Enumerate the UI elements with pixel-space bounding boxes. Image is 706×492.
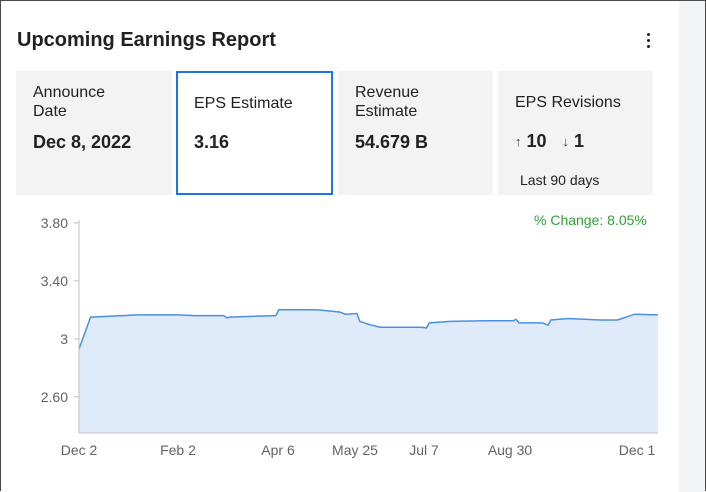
revisions-down-count: 1 xyxy=(574,131,585,151)
x-tick-label: Aug 30 xyxy=(488,442,533,458)
x-tick-label: Feb 2 xyxy=(160,442,196,458)
revenue-estimate-label-line1: Revenue xyxy=(355,84,420,101)
y-tick-label: 3.80 xyxy=(41,215,68,231)
announce-date-label-line1: Announce xyxy=(33,84,106,101)
arrow-up-icon: ↑ xyxy=(515,134,522,149)
more-options-icon[interactable] xyxy=(638,28,658,52)
eps-revisions-counts: ↑ 10 ↓ 1 xyxy=(515,131,584,152)
revisions-period: Last 90 days xyxy=(520,172,600,188)
revenue-estimate-label-line2: Estimate xyxy=(355,103,418,120)
x-tick-label: Jul 7 xyxy=(409,442,439,458)
y-tick-label: 3.40 xyxy=(41,273,68,289)
x-tick-label: Apr 6 xyxy=(261,442,295,458)
side-panel xyxy=(679,1,705,492)
x-tick-label: May 25 xyxy=(332,442,378,458)
revenue-estimate-value: 54.679 B xyxy=(355,132,429,152)
widget-title: Upcoming Earnings Report xyxy=(17,29,276,51)
chart-series-line xyxy=(78,309,659,350)
eps-estimate-card[interactable]: EPS Estimate 3.16 xyxy=(176,71,333,195)
arrow-down-icon: ↓ xyxy=(562,134,570,149)
announce-date-label-line2: Date xyxy=(33,103,67,120)
eps-estimate-value: 3.16 xyxy=(194,132,230,152)
chart-area-fill xyxy=(79,309,658,433)
revisions-up-count: 10 xyxy=(526,131,547,151)
announce-date-value: Dec 8, 2022 xyxy=(33,132,132,152)
x-tick-label: Dec 1 xyxy=(619,442,656,458)
y-tick-label: 2.60 xyxy=(41,389,68,405)
percent-change: % Change: 8.05% xyxy=(534,212,647,228)
eps-revisions-label: EPS Revisions xyxy=(515,94,621,111)
eps-revisions-card[interactable]: EPS Revisions ↑ 10 ↓ 1 Last 90 days xyxy=(498,71,653,195)
eps-estimate-label: EPS Estimate xyxy=(194,95,293,112)
eps-estimate-chart: 3.80 3.40 3 2.60 Dec 2 Feb 2 Apr 6 May 25 Jul 7… xyxy=(41,215,659,458)
revenue-estimate-card[interactable]: Revenue Estimate 54.679 B xyxy=(338,71,493,195)
x-tick-label: Dec 2 xyxy=(61,442,98,458)
y-tick-label: 3 xyxy=(60,331,68,347)
announce-date-card[interactable]: Announce Date Dec 8, 2022 xyxy=(16,71,172,195)
